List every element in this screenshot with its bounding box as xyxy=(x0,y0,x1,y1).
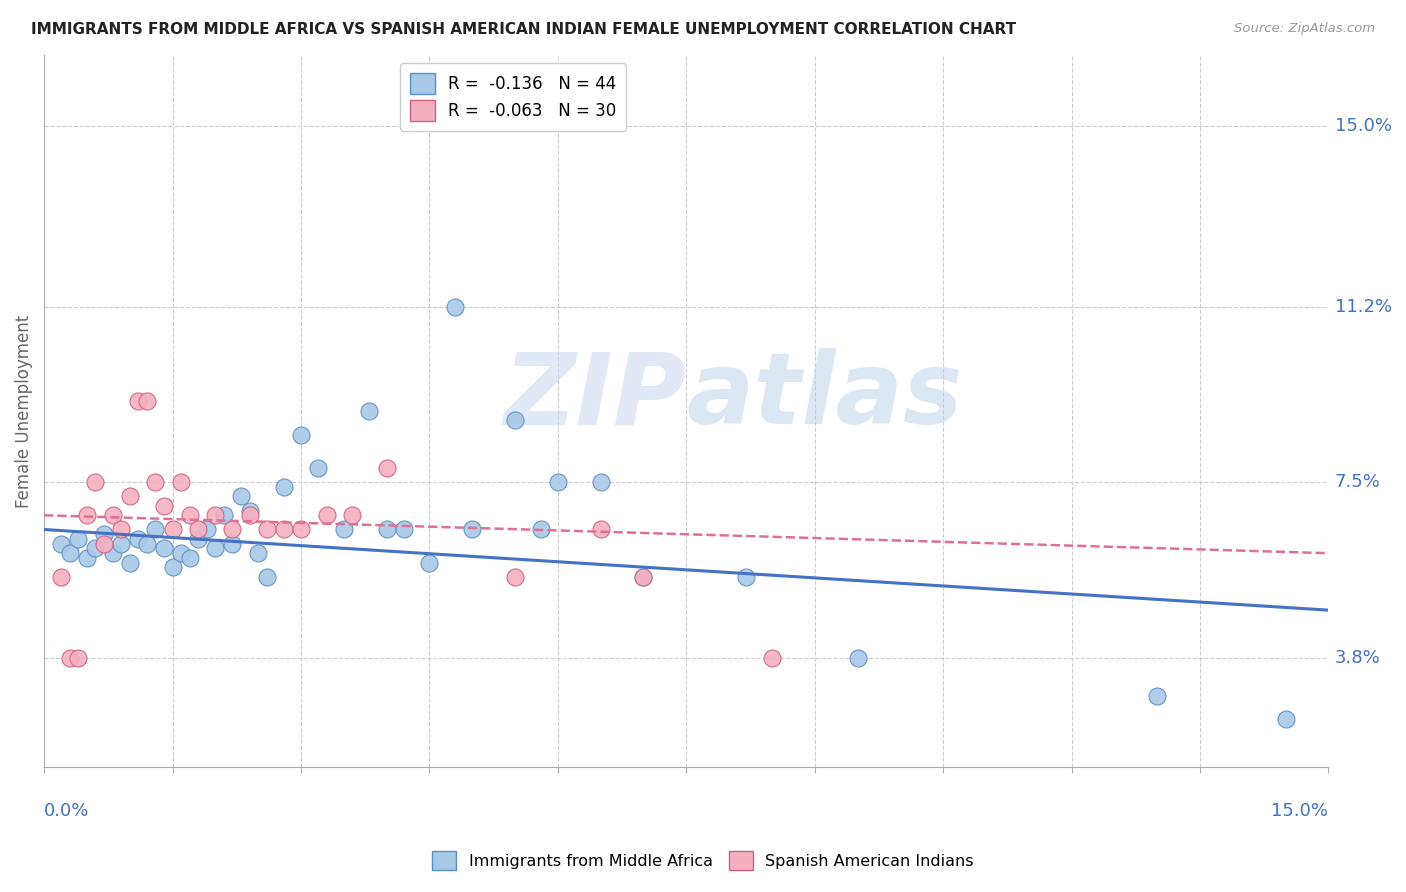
Point xyxy=(735,570,758,584)
Point xyxy=(307,460,329,475)
Point xyxy=(1274,712,1296,726)
Point xyxy=(67,532,90,546)
Point xyxy=(1146,689,1168,703)
Point xyxy=(153,499,176,513)
Point xyxy=(239,503,262,517)
Point xyxy=(204,541,226,556)
Point xyxy=(290,523,312,537)
Point xyxy=(51,537,73,551)
Point xyxy=(145,475,167,489)
Point xyxy=(342,508,364,523)
Point xyxy=(162,560,184,574)
Point xyxy=(101,546,124,560)
Point xyxy=(187,532,209,546)
Point xyxy=(761,650,783,665)
Point xyxy=(290,427,312,442)
Point xyxy=(195,523,218,537)
Point xyxy=(67,650,90,665)
Point xyxy=(76,508,98,523)
Point xyxy=(530,523,553,537)
Point xyxy=(153,541,176,556)
Point xyxy=(84,475,107,489)
Point xyxy=(444,300,467,314)
Point xyxy=(221,523,243,537)
Point xyxy=(633,570,655,584)
Text: atlas: atlas xyxy=(686,348,963,445)
Point xyxy=(256,523,278,537)
Point xyxy=(59,546,82,560)
Point xyxy=(170,475,193,489)
Point xyxy=(503,570,526,584)
Point xyxy=(162,523,184,537)
Point xyxy=(418,556,440,570)
Point xyxy=(273,480,295,494)
Point xyxy=(127,394,149,409)
Text: 11.2%: 11.2% xyxy=(1334,298,1392,316)
Point xyxy=(59,650,82,665)
Point xyxy=(256,570,278,584)
Point xyxy=(375,523,398,537)
Point xyxy=(212,508,235,523)
Point xyxy=(221,537,243,551)
Text: Source: ZipAtlas.com: Source: ZipAtlas.com xyxy=(1234,22,1375,36)
Point xyxy=(51,570,73,584)
Point xyxy=(179,508,201,523)
Point xyxy=(101,508,124,523)
Point xyxy=(118,556,141,570)
Point xyxy=(204,508,226,523)
Point xyxy=(110,523,132,537)
Text: 3.8%: 3.8% xyxy=(1334,648,1381,666)
Point xyxy=(110,537,132,551)
Point xyxy=(84,541,107,556)
Point xyxy=(179,551,201,566)
Legend: Immigrants from Middle Africa, Spanish American Indians: Immigrants from Middle Africa, Spanish A… xyxy=(426,845,980,877)
Point xyxy=(118,489,141,503)
Point xyxy=(93,537,115,551)
Point xyxy=(846,650,869,665)
Point xyxy=(247,546,270,560)
Point xyxy=(135,537,157,551)
Point xyxy=(93,527,115,541)
Point xyxy=(187,523,209,537)
Point xyxy=(127,532,149,546)
Y-axis label: Female Unemployment: Female Unemployment xyxy=(15,314,32,508)
Text: 7.5%: 7.5% xyxy=(1334,473,1381,491)
Point xyxy=(273,523,295,537)
Point xyxy=(503,413,526,427)
Point xyxy=(170,546,193,560)
Text: 15.0%: 15.0% xyxy=(1334,117,1392,136)
Point xyxy=(359,404,381,418)
Point xyxy=(589,523,612,537)
Point xyxy=(375,460,398,475)
Point xyxy=(145,523,167,537)
Point xyxy=(589,475,612,489)
Point xyxy=(633,570,655,584)
Text: 0.0%: 0.0% xyxy=(44,802,90,821)
Point xyxy=(135,394,157,409)
Legend: R =  -0.136   N = 44, R =  -0.063   N = 30: R = -0.136 N = 44, R = -0.063 N = 30 xyxy=(399,63,626,131)
Point xyxy=(333,523,356,537)
Point xyxy=(547,475,569,489)
Point xyxy=(315,508,337,523)
Point xyxy=(461,523,484,537)
Text: IMMIGRANTS FROM MIDDLE AFRICA VS SPANISH AMERICAN INDIAN FEMALE UNEMPLOYMENT COR: IMMIGRANTS FROM MIDDLE AFRICA VS SPANISH… xyxy=(31,22,1017,37)
Point xyxy=(229,489,252,503)
Point xyxy=(392,523,415,537)
Point xyxy=(239,508,262,523)
Text: ZIP: ZIP xyxy=(503,348,686,445)
Point xyxy=(76,551,98,566)
Text: 15.0%: 15.0% xyxy=(1271,802,1329,821)
